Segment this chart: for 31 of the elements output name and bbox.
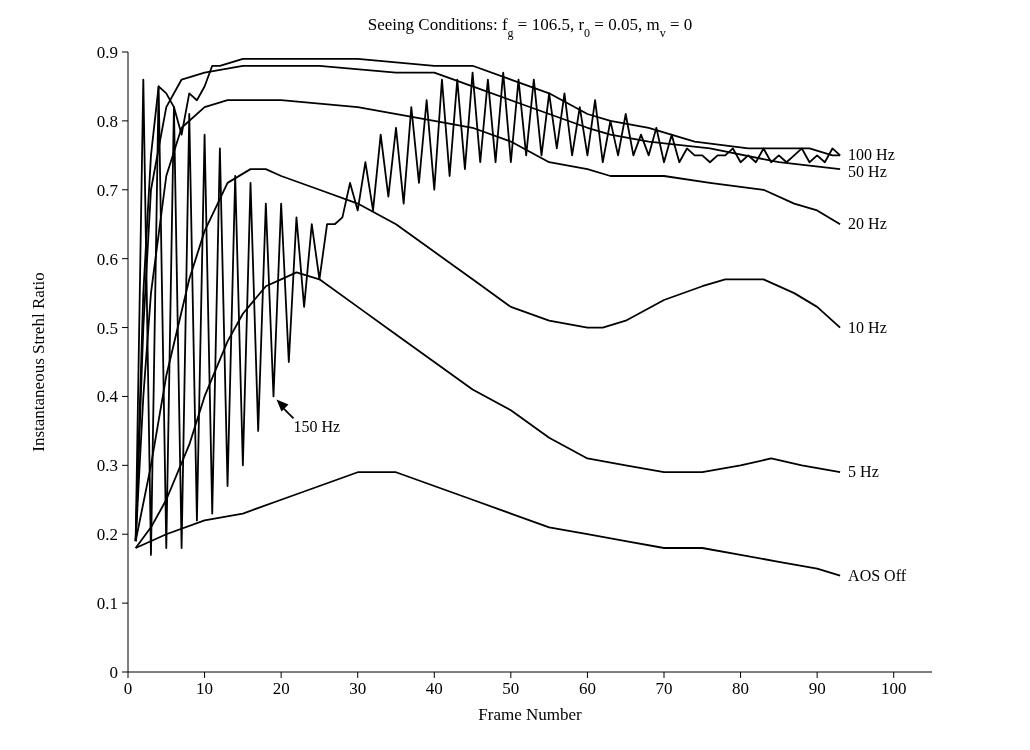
y-tick-label: 0.1 xyxy=(96,594,118,614)
y-tick-label: 0.8 xyxy=(96,111,118,131)
x-tick-label: 80 xyxy=(732,679,750,699)
x-tick-label: 30 xyxy=(349,679,367,699)
x-tick-label: 70 xyxy=(655,679,673,699)
x-tick-label: 20 xyxy=(272,679,290,699)
y-tick-label: 0.7 xyxy=(96,180,119,200)
x-tick-label: 100 xyxy=(880,679,907,699)
x-tick-label: 60 xyxy=(578,679,596,699)
series-label: 100 Hz xyxy=(848,146,895,164)
y-tick-label: 0.3 xyxy=(96,456,118,476)
x-tick-label: 50 xyxy=(502,679,520,699)
series-label: AOS Off xyxy=(848,566,907,584)
series-label: 5 Hz xyxy=(848,463,879,481)
annotation: 150 Hz xyxy=(293,418,341,436)
y-tick-label: 0 xyxy=(109,663,118,683)
x-tick-label: 40 xyxy=(425,679,443,699)
chart-title: Seeing Conditions: f$_{g}$ = 106.5, r$_{0}$ = 0.05, m$_{v}$ = 0 xyxy=(367,15,693,40)
series-label: 20 Hz xyxy=(848,215,887,233)
x-tick-label: 0 xyxy=(123,679,133,699)
y-axis-title: Instantaneous Strehl Ratio xyxy=(29,272,49,452)
x-axis-title: Frame Number xyxy=(478,705,583,724)
x-tick-label: 90 xyxy=(808,679,826,699)
y-tick-label: 0.2 xyxy=(96,525,118,545)
series-label: 10 Hz xyxy=(848,318,887,336)
y-tick-label: 0.5 xyxy=(96,318,118,338)
y-tick-label: 0.4 xyxy=(96,387,119,407)
x-tick-label: 10 xyxy=(196,679,214,699)
y-tick-label: 0.6 xyxy=(96,249,118,269)
y-tick-label: 0.9 xyxy=(96,43,118,63)
series-label: 50 Hz xyxy=(848,163,887,181)
